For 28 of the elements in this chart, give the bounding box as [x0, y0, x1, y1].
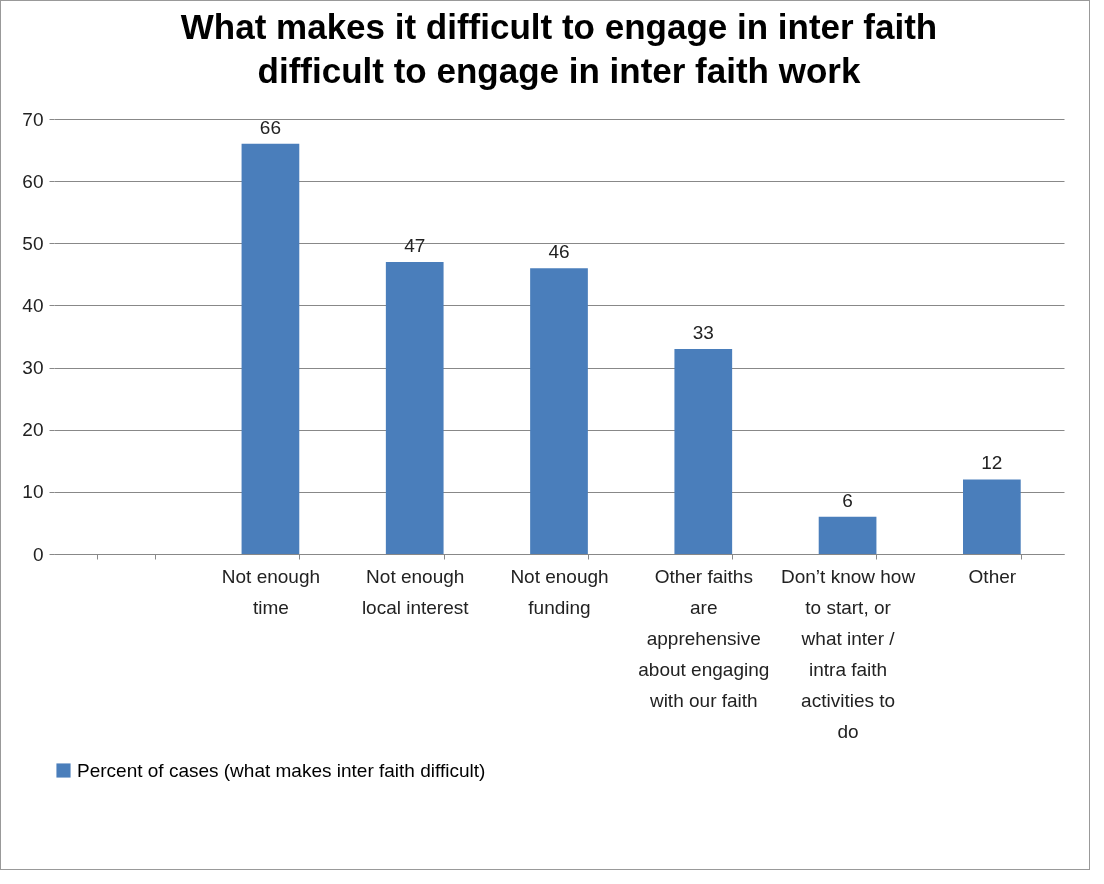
data-label: 33	[692, 321, 714, 343]
y-tick-label: 30	[22, 357, 44, 379]
y-tick-label: 0	[32, 543, 44, 565]
legend-label: Percent of cases (what makes inter faith difficult)	[77, 759, 486, 781]
data-label: 46	[548, 241, 570, 263]
y-tick-label: 60	[22, 170, 44, 192]
bar	[818, 516, 877, 554]
x-tick-label: Other faiths are apprehensive about engaging with our faith	[638, 565, 770, 711]
bar	[674, 348, 733, 554]
y-tick-label: 10	[22, 481, 44, 503]
x-tick-label: Other	[968, 565, 1017, 587]
data-label: 66	[259, 116, 281, 138]
x-tick-label: Not enough time	[221, 565, 321, 618]
x-tick-label: Not enough local interest	[361, 565, 470, 618]
x-tick-label: Not enough funding	[510, 565, 609, 618]
chart-title: What makes it difficult to engage in inter faith difficult to engage in inter faith work	[180, 7, 938, 90]
y-tick-label: 70	[22, 108, 44, 130]
data-label: 6	[842, 489, 853, 511]
x-tick-label: Don’t know how to start, or what inter / intra faith activities to do	[781, 565, 916, 742]
bar	[241, 143, 300, 554]
bar	[530, 268, 588, 554]
y-tick-label: 20	[22, 419, 44, 441]
bar	[385, 261, 444, 554]
bar	[963, 479, 1021, 554]
y-tick-label: 40	[22, 294, 44, 316]
data-label: 47	[404, 234, 426, 256]
data-label: 12	[981, 452, 1003, 474]
y-tick-label: 50	[22, 232, 44, 254]
